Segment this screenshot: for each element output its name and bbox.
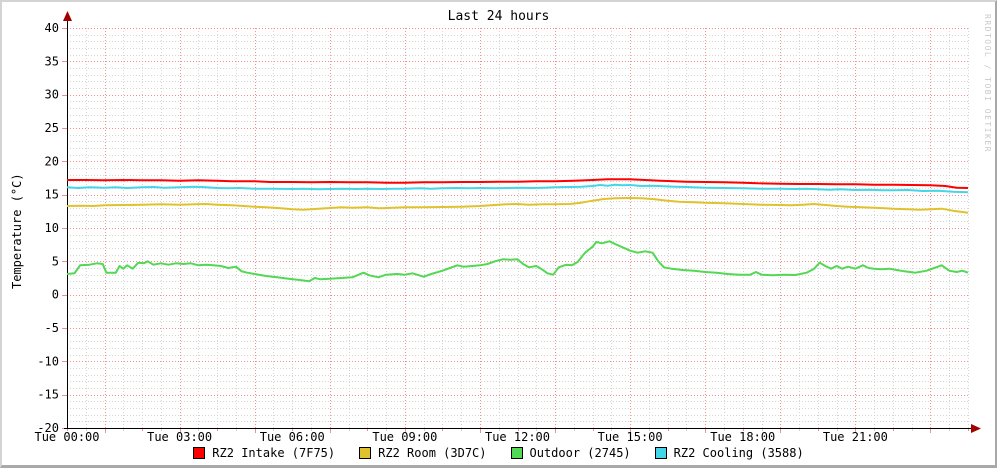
series-line-rz2-room-3d7c bbox=[66, 197, 969, 214]
rrdtool-watermark: RRDTOOL / TOBI OETIKER bbox=[983, 14, 992, 153]
x-tick-label: Tue 09:00 bbox=[372, 430, 437, 444]
legend-label: RZ2 Room (3D7C) bbox=[378, 446, 487, 460]
legend-label: RZ2 Cooling (3588) bbox=[673, 446, 804, 460]
y-tick-label: -20 bbox=[37, 421, 59, 435]
series-lines bbox=[66, 178, 969, 283]
x-axis-arrow-icon bbox=[971, 424, 981, 433]
x-tick-label: Tue 00:00 bbox=[34, 430, 99, 444]
legend-item: RZ2 Room (3D7C) bbox=[359, 446, 487, 460]
legend-item: RZ2 Cooling (3588) bbox=[654, 446, 804, 460]
y-tick-label: -10 bbox=[37, 354, 59, 368]
y-tick-label: 30 bbox=[45, 88, 59, 102]
legend-swatch-icon bbox=[359, 447, 372, 459]
x-tick-label: Tue 12:00 bbox=[485, 430, 550, 444]
y-tick-label: -5 bbox=[45, 321, 59, 335]
legend-swatch-icon bbox=[510, 447, 523, 459]
series-line-rz2-intake-7f75 bbox=[67, 178, 969, 189]
chart-title: Last 24 hours bbox=[447, 9, 550, 24]
x-tick-label: Tue 21:00 bbox=[823, 430, 888, 444]
y-tick-label: 5 bbox=[52, 254, 59, 268]
legend-item: RZ2 Intake (7F75) bbox=[193, 446, 335, 460]
y-tick-labels: -20 -15 -10 -5 0 5 10 15 20 25 30 35 40 bbox=[37, 21, 59, 435]
x-tick-labels: Tue 00:00 Tue 03:00 Tue 06:00 Tue 09:00 Tue … bbox=[34, 430, 887, 444]
series-line-outdoor-2745 bbox=[66, 240, 969, 283]
y-tick-label: 40 bbox=[45, 21, 59, 35]
axes bbox=[63, 11, 981, 433]
y-tick-label: 20 bbox=[45, 154, 59, 168]
y-axis-arrow-icon bbox=[63, 11, 72, 21]
y-tick-label: 0 bbox=[52, 288, 59, 302]
legend-label: RZ2 Intake (7F75) bbox=[212, 446, 336, 460]
legend-swatch-icon bbox=[193, 447, 206, 459]
y-tick-label: 35 bbox=[45, 54, 59, 68]
legend-label: Outdoor (2745) bbox=[529, 446, 631, 460]
x-tick-label: Tue 15:00 bbox=[598, 430, 663, 444]
y-tick-label: 10 bbox=[45, 221, 59, 235]
y-tick-label: 25 bbox=[45, 121, 59, 135]
legend: RZ2 Intake (7F75) RZ2 Room (3D7C) Outdoor … bbox=[2, 446, 995, 460]
x-tick-label: Tue 06:00 bbox=[260, 430, 325, 444]
x-tick-label: Tue 03:00 bbox=[147, 430, 212, 444]
grid-minor bbox=[67, 28, 969, 428]
y-tick-label: 15 bbox=[45, 188, 59, 202]
series-line-rz2-cooling-3588 bbox=[66, 183, 969, 194]
x-tick-label: Tue 18:00 bbox=[710, 430, 775, 444]
legend-item: Outdoor (2745) bbox=[510, 446, 631, 460]
axis-ticks bbox=[62, 28, 969, 433]
legend-swatch-icon bbox=[654, 447, 667, 459]
y-tick-label: -15 bbox=[37, 388, 59, 402]
